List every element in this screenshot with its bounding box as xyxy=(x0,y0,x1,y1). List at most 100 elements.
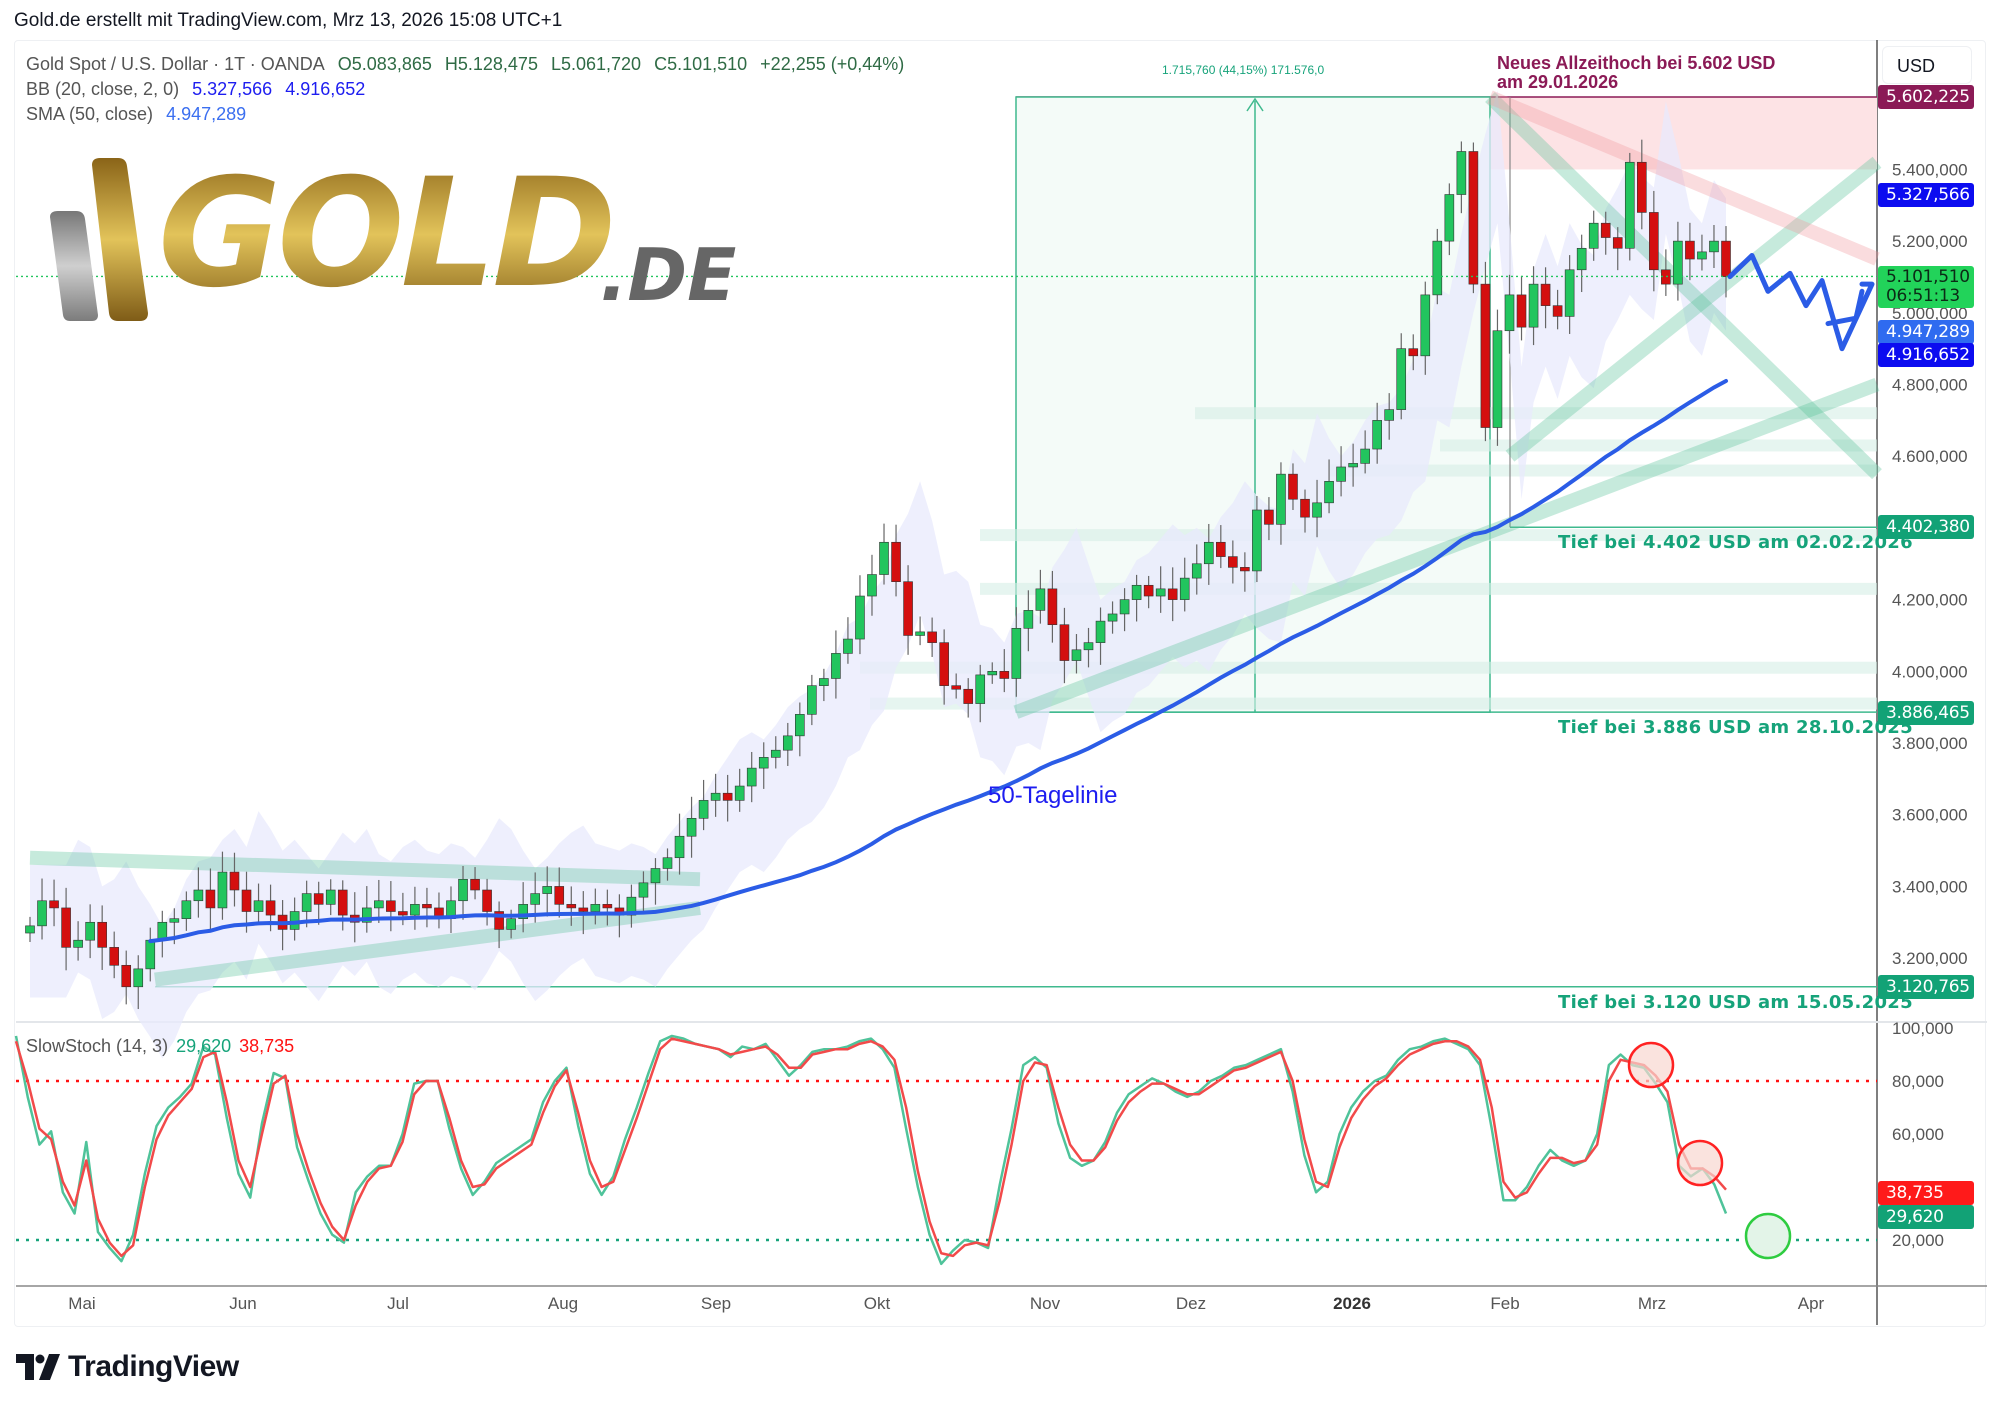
symbol-label: Gold Spot / U.S. Dollar · 1T · OANDA xyxy=(26,54,325,74)
candle-down xyxy=(482,889,492,912)
candle-up xyxy=(25,925,35,934)
candle-down xyxy=(951,685,961,690)
candle-down xyxy=(602,904,613,909)
bar-countdown: 06:51:13 xyxy=(1886,286,1960,306)
low-feb-price-badge: 4.402,380 xyxy=(1878,515,1974,539)
candle-down xyxy=(1047,588,1058,626)
legend-row-sma[interactable]: SMA (50, close) 4.947,289 xyxy=(26,102,912,127)
candle-down xyxy=(1468,151,1479,285)
price-tick-label: 4.200,000 xyxy=(1892,591,1968,610)
time-axis-label: Okt xyxy=(863,1294,891,1313)
tradingview-logo-icon xyxy=(16,1354,60,1380)
candle-up xyxy=(1191,563,1202,579)
candle-down xyxy=(1685,240,1695,260)
candle-up xyxy=(782,735,793,751)
candle-down xyxy=(927,631,937,643)
measure-annotation: 1.715,760 (44,15%) 171.576,0 xyxy=(1162,63,1325,77)
measure-arrowhead-icon xyxy=(1246,97,1264,112)
time-axis-label: Jun xyxy=(229,1294,257,1313)
stoch-k-badge: 29,620 xyxy=(1878,1205,1974,1229)
high-value: H5.128,475 xyxy=(444,54,538,74)
candle-up xyxy=(1095,620,1106,643)
chart-frame xyxy=(14,40,1986,1327)
candle-down xyxy=(1552,305,1563,317)
candle-down xyxy=(109,947,119,966)
time-axis-label: 2026 xyxy=(1333,1294,1371,1313)
candle-up xyxy=(181,900,192,919)
candle-down xyxy=(903,581,913,636)
price-tick-label: 4.000,000 xyxy=(1892,662,1968,681)
candle-down xyxy=(1612,237,1623,249)
low-oct-price-badge: 3.886,465 xyxy=(1878,701,1974,725)
candle-up xyxy=(1107,613,1118,622)
legend-row-symbol[interactable]: Gold Spot / U.S. Dollar · 1T · OANDA O5.… xyxy=(26,52,912,77)
price-tick-label: 5.400,000 xyxy=(1892,160,1968,179)
candle-down xyxy=(241,889,252,912)
candle-down xyxy=(1600,222,1611,238)
price-tick-label: 3.800,000 xyxy=(1892,734,1968,753)
ath-line2: am 29.01.2026 xyxy=(1497,72,1619,92)
candle-up xyxy=(831,653,841,679)
stoch-d-line xyxy=(14,1037,1727,1258)
candle-up xyxy=(650,868,661,884)
candle-up xyxy=(843,638,853,654)
candle-down xyxy=(891,541,901,582)
last-price-value: 5.101,510 xyxy=(1886,267,1970,287)
candle-up xyxy=(1456,151,1467,195)
tradingview-wordmark: TradingView xyxy=(68,1350,239,1383)
currency-button[interactable]: USD xyxy=(1882,46,1972,84)
candle-up xyxy=(133,968,144,988)
attribution-header: Gold.de erstellt mit TradingView.com, Mr… xyxy=(14,10,563,31)
time-axis-label: Mrz xyxy=(1637,1294,1667,1313)
triangle-lower-trendline xyxy=(154,900,701,987)
descending-green-channel xyxy=(1485,91,1882,480)
tradingview-branding[interactable]: TradingView xyxy=(16,1350,239,1384)
logo-brand-text: GOLD xyxy=(158,147,617,321)
candle-up xyxy=(1576,247,1587,271)
candle-up xyxy=(758,757,769,769)
candle-up xyxy=(1071,649,1082,661)
bb-lower-price-badge: 4.916,652 xyxy=(1878,343,1974,367)
candle-up xyxy=(1119,599,1130,615)
time-axis-label: Nov xyxy=(1029,1294,1061,1313)
candle-up xyxy=(1564,269,1575,317)
candle-up xyxy=(1276,473,1286,525)
change-value: +22,255 (+0,44%) xyxy=(760,54,905,74)
triangle-upper-trendline xyxy=(29,850,701,887)
candle-up xyxy=(626,896,637,916)
candle-down xyxy=(49,900,59,909)
legend-row-bb[interactable]: BB (20, close, 2, 0) 5.327,566 4.916,652 xyxy=(26,77,912,102)
stoch-label: SlowStoch (14, 3) xyxy=(26,1036,169,1056)
candle-up xyxy=(770,749,781,758)
candle-up xyxy=(1155,588,1166,597)
time-axis-label: Mai xyxy=(68,1294,96,1313)
candle-up xyxy=(1444,194,1455,242)
candle-up xyxy=(1432,240,1443,296)
ath-line1: Neues Allzeithoch bei 5.602 USD xyxy=(1497,53,1776,73)
sma-price-badge: 4.947,289 xyxy=(1878,320,1974,344)
ath-price-badge: 5.602,225 xyxy=(1878,85,1974,109)
candle-down xyxy=(1408,348,1419,357)
price-tick-label: 5.000,000 xyxy=(1892,304,1968,323)
target-oversold-circle xyxy=(1744,1212,1792,1260)
candle-up xyxy=(1709,240,1719,253)
candle-up xyxy=(1035,588,1046,611)
candle-up xyxy=(1697,251,1707,260)
candle-up xyxy=(807,685,817,715)
stoch-legend[interactable]: SlowStoch (14, 3) 29,620 38,735 xyxy=(26,1036,294,1057)
candle-down xyxy=(1167,588,1178,600)
support-zone xyxy=(1195,407,1877,420)
low-may-annotation: Tief bei 3.120 USD am 15.05.2025 xyxy=(1558,992,1913,1013)
candle-up xyxy=(73,939,83,948)
time-axis-label: Sep xyxy=(700,1294,732,1313)
candle-down xyxy=(939,642,949,686)
candle-up xyxy=(698,800,709,819)
candle-down xyxy=(554,886,565,905)
candle-up xyxy=(518,904,528,919)
support-zone xyxy=(1330,464,1877,477)
price-tick-label: 3.200,000 xyxy=(1892,949,1968,968)
candle-down xyxy=(398,911,408,916)
candle-up xyxy=(674,835,685,859)
candle-up xyxy=(458,878,468,902)
